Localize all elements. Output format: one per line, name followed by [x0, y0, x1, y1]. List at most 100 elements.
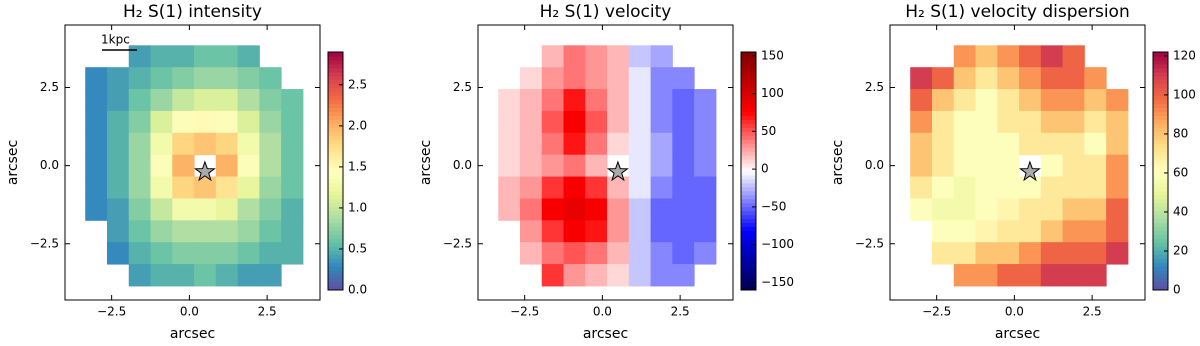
map-pixel: [106, 154, 130, 178]
map-pixel: [563, 176, 586, 199]
map-pixel: [975, 220, 998, 243]
map-pixel: [563, 89, 586, 112]
colorbar-segment: [741, 107, 756, 112]
map-pixel: [519, 154, 543, 178]
map-pixel: [1106, 89, 1129, 112]
colorbar-segment: [741, 202, 756, 208]
map-pixel: [281, 110, 304, 134]
map-pixel: [628, 176, 652, 199]
map-pixel: [953, 132, 977, 156]
map-pixel: [498, 198, 521, 221]
map-pixel: [1062, 220, 1085, 243]
map-pixel: [498, 110, 521, 134]
map-pixel: [953, 110, 977, 134]
map-pixel: [519, 132, 543, 156]
colorbar-segment: [1153, 99, 1168, 105]
map-pixel: [628, 45, 652, 68]
colorbar-segment: [328, 194, 343, 200]
colorbar-segment: [1153, 186, 1168, 192]
colorbar-segment: [741, 230, 756, 235]
colorbar-segment: [328, 135, 343, 140]
map-pixel: [1062, 176, 1085, 199]
map-pixel: [106, 110, 130, 134]
colorbar-tick-label: 0.5: [348, 241, 367, 255]
map-pixel: [106, 176, 130, 199]
colorbar-segment: [741, 67, 756, 73]
colorbar-segment: [328, 218, 343, 224]
colorbar-segment: [741, 218, 756, 224]
colorbar-segment: [741, 250, 756, 255]
colorbar-segment: [741, 55, 756, 61]
colorbar-segment: [328, 115, 343, 120]
colorbar-segment: [328, 131, 343, 136]
colorbar-segment: [741, 206, 756, 212]
map-pixel: [672, 89, 695, 112]
y-tick-label: 2.5: [40, 80, 59, 94]
colorbar-segment: [328, 52, 343, 57]
colorbar-tick-label: −100: [761, 237, 794, 251]
colorbar-tick-label: −150: [761, 275, 794, 289]
map-pixel: [953, 198, 977, 221]
colorbar-segment: [741, 111, 756, 116]
map-pixel: [128, 198, 152, 221]
map-pixel: [1084, 242, 1107, 265]
x-tick-label: 2.5: [258, 305, 277, 319]
map-pixel: [931, 110, 955, 134]
map-pixel: [237, 132, 260, 156]
map-pixel: [975, 89, 998, 112]
map-pixel: [1019, 132, 1042, 156]
colorbar-segment: [1153, 214, 1168, 220]
colorbar-segment: [328, 282, 343, 287]
axes-frame: [889, 24, 1146, 301]
map-pixel: [563, 220, 586, 243]
colorbar-segment: [1153, 111, 1168, 116]
map-pixel: [281, 198, 304, 221]
map-pixel: [519, 242, 543, 265]
map-pixel: [650, 154, 673, 178]
map-pixel: [607, 176, 630, 199]
map-pixel: [607, 242, 630, 265]
colorbar-segment: [1153, 123, 1168, 128]
map-pixel: [910, 89, 933, 112]
map-pixel: [1062, 242, 1085, 265]
map-pixel: [194, 132, 217, 156]
colorbar-segment: [328, 99, 343, 105]
colorbar-segment: [741, 163, 756, 168]
map-pixel: [585, 132, 608, 156]
colorbar-segment: [328, 79, 343, 85]
colorbar-segment: [328, 206, 343, 212]
colorbar-segment: [741, 266, 756, 271]
map-pixel: [237, 154, 260, 178]
scale-label: 1kpc: [101, 33, 130, 47]
colorbar-segment: [741, 258, 756, 263]
map-pixel: [953, 176, 977, 199]
panel-title: H₂ S(1) velocity dispersion: [905, 2, 1130, 22]
map-pixel: [106, 67, 130, 90]
colorbar-tick-label: 40: [1173, 204, 1188, 218]
map-pixel: [128, 242, 152, 265]
colorbar-segment: [1153, 103, 1168, 109]
map-pixel: [519, 89, 543, 112]
colorbar-segment: [741, 119, 756, 124]
map-pixel: [1106, 110, 1129, 134]
map-pixel: [1019, 89, 1042, 112]
map-pixel: [628, 154, 652, 178]
colorbar-segment: [741, 139, 756, 144]
axes-frame: [477, 24, 734, 301]
map-pixel: [607, 110, 630, 134]
map-pixel: [585, 45, 608, 68]
colorbar-segment: [328, 163, 343, 168]
colorbar-segment: [1153, 143, 1168, 148]
map-pixel: [694, 220, 717, 243]
map-pixel: [172, 242, 195, 265]
colorbar-segment: [1153, 79, 1168, 85]
map-pixel: [585, 198, 608, 221]
colorbar-segment: [328, 266, 343, 271]
colorbar-segment: [1153, 63, 1168, 69]
map-pixel: [541, 220, 565, 243]
map-pixel: [237, 45, 260, 68]
colorbar-segment: [1153, 198, 1168, 204]
map-pixel: [541, 264, 565, 287]
colorbar-segment: [1153, 75, 1168, 81]
